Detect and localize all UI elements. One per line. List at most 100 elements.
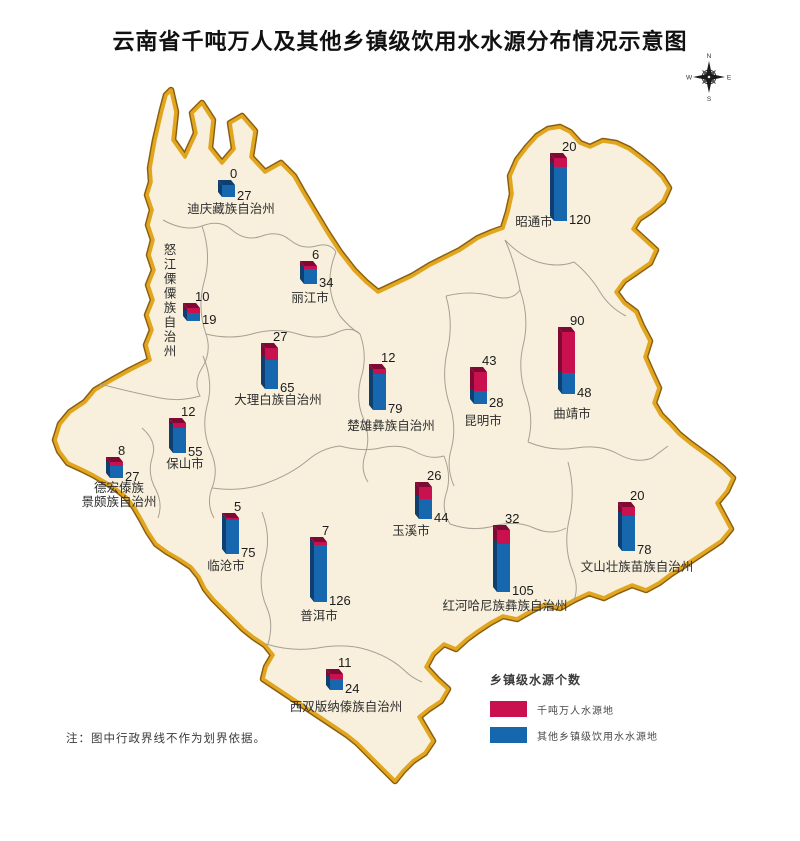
region-label-楚雄彝族自治州: 楚雄彝族自治州 bbox=[347, 419, 435, 433]
bar-top-face bbox=[558, 327, 575, 332]
bar-segment-qiandunwanren bbox=[474, 372, 487, 391]
bar-德宏傣族景颇族自治州 bbox=[110, 462, 123, 478]
bar-怒江傈僳族自治州 bbox=[187, 308, 200, 321]
prefecture-boundaries bbox=[99, 219, 669, 683]
bar-大理白族自治州 bbox=[265, 348, 278, 389]
value-qiandunwanren: 90 bbox=[570, 313, 585, 328]
value-qiandunwanren: 5 bbox=[234, 499, 242, 514]
bar-segment-other-township bbox=[265, 360, 278, 389]
value-other-township: 27 bbox=[237, 188, 252, 203]
value-other-township: 28 bbox=[489, 395, 504, 410]
map-note: 注：图中行政界线不作为划界依据。 bbox=[66, 733, 266, 745]
legend-item-other-township: 其他乡镇级饮用水水源地 bbox=[490, 727, 720, 743]
bar-segment-other-township bbox=[554, 167, 567, 221]
bar-segment-qiandunwanren bbox=[554, 158, 567, 167]
value-other-township: 105 bbox=[512, 583, 534, 598]
value-other-township: 27 bbox=[125, 469, 140, 484]
bar-side-face bbox=[415, 482, 419, 519]
value-other-township: 55 bbox=[188, 444, 203, 459]
region-label-文山壮族苗族自治州: 文山壮族苗族自治州 bbox=[580, 560, 694, 574]
bar-segment-other-township bbox=[330, 679, 343, 690]
bar-side-face bbox=[558, 327, 562, 394]
bar-top-face bbox=[415, 482, 432, 487]
region-label-迪庆藏族自治州: 迪庆藏族自治州 bbox=[187, 202, 275, 216]
bar-side-face bbox=[310, 537, 314, 602]
legend-swatch-blue bbox=[490, 727, 527, 743]
bar-segment-other-township bbox=[314, 545, 327, 602]
legend-title: 乡镇级水源个数 bbox=[490, 673, 582, 687]
bar-top-face bbox=[222, 513, 239, 518]
bar-top-face bbox=[470, 367, 487, 372]
bar-side-face bbox=[369, 364, 373, 410]
value-qiandunwanren: 32 bbox=[505, 511, 520, 526]
bar-top-face bbox=[218, 180, 235, 185]
value-other-township: 78 bbox=[637, 542, 652, 557]
bar-segment-other-township bbox=[187, 313, 200, 321]
region-label-临沧市: 临沧市 bbox=[207, 559, 245, 573]
value-qiandunwanren: 27 bbox=[273, 329, 288, 344]
bar-segment-qiandunwanren bbox=[562, 332, 575, 373]
region-label-红河哈尼族彝族自治州: 红河哈尼族彝族自治州 bbox=[442, 599, 568, 613]
province-outline bbox=[51, 86, 737, 785]
bar-文山壮族苗族自治州 bbox=[622, 507, 635, 551]
value-qiandunwanren: 12 bbox=[381, 350, 396, 365]
value-qiandunwanren: 26 bbox=[427, 468, 442, 483]
bar-segment-other-township bbox=[222, 185, 235, 197]
bar-segment-qiandunwanren bbox=[265, 348, 278, 360]
value-qiandunwanren: 0 bbox=[230, 166, 238, 181]
bar-segment-other-township bbox=[419, 499, 432, 519]
value-other-township: 48 bbox=[577, 385, 592, 400]
region-label-大理白族自治州: 大理白族自治州 bbox=[234, 393, 322, 407]
bar-side-face bbox=[218, 180, 222, 197]
bar-segment-qiandunwanren bbox=[497, 530, 510, 544]
bar-segment-qiandunwanren bbox=[330, 674, 343, 679]
bar-segment-other-township bbox=[110, 466, 123, 478]
bar-top-face bbox=[183, 303, 200, 308]
bar-segment-other-township bbox=[474, 391, 487, 404]
bar-segment-qiandunwanren bbox=[173, 423, 186, 428]
bar-segment-qiandunwanren bbox=[373, 369, 386, 374]
value-qiandunwanren: 20 bbox=[630, 488, 645, 503]
bar-top-face bbox=[493, 525, 510, 530]
legend-label: 千吨万人水源地 bbox=[537, 705, 614, 717]
bar-top-face bbox=[618, 502, 635, 507]
bar-side-face bbox=[326, 669, 330, 690]
value-other-township: 120 bbox=[569, 212, 591, 227]
bar-普洱市 bbox=[314, 542, 327, 602]
region-label-昆明市: 昆明市 bbox=[464, 414, 502, 428]
value-other-township: 44 bbox=[434, 510, 449, 525]
bar-top-face bbox=[106, 457, 123, 462]
bar-红河哈尼族彝族自治州 bbox=[497, 530, 510, 592]
bar-side-face bbox=[300, 261, 304, 284]
page-title: 云南省千吨万人及其他乡镇级饮用水水源分布情况示意图 bbox=[112, 29, 688, 54]
region-label-德宏傣族景颇族自治州: 德宏傣族 景颇族自治州 bbox=[81, 481, 157, 509]
bar-segment-other-township bbox=[304, 269, 317, 284]
value-other-township: 34 bbox=[319, 275, 334, 290]
compass-north-label: N bbox=[707, 53, 712, 60]
bar-side-face bbox=[618, 502, 622, 551]
bar-昭通市 bbox=[554, 158, 567, 221]
bar-segment-qiandunwanren bbox=[187, 308, 200, 313]
bar-segment-other-township bbox=[562, 373, 575, 394]
bar-top-face bbox=[369, 364, 386, 369]
value-other-township: 24 bbox=[345, 681, 360, 696]
legend-item-qiandunwanren: 千吨万人水源地 bbox=[490, 701, 720, 717]
bar-segment-qiandunwanren bbox=[314, 542, 327, 545]
bar-segment-qiandunwanren bbox=[622, 507, 635, 516]
bar-side-face bbox=[183, 303, 187, 321]
bar-top-face bbox=[326, 669, 343, 674]
bar-side-face bbox=[169, 418, 173, 453]
bar-西双版纳傣族自治州 bbox=[330, 674, 343, 690]
compass-west-label: W bbox=[686, 75, 693, 82]
region-label-玉溪市: 玉溪市 bbox=[392, 524, 430, 538]
bar-迪庆藏族自治州 bbox=[222, 185, 235, 197]
region-label-曲靖市: 曲靖市 bbox=[553, 407, 591, 421]
region-label-普洱市: 普洱市 bbox=[300, 609, 338, 623]
bar-segment-qiandunwanren bbox=[304, 266, 317, 269]
bar-segment-qiandunwanren bbox=[226, 518, 239, 520]
legend-label: 其他乡镇级饮用水水源地 bbox=[537, 731, 658, 743]
region-label-line: 景颇族自治州 bbox=[81, 494, 157, 509]
compass-south-label: S bbox=[707, 96, 712, 103]
value-qiandunwanren: 43 bbox=[482, 353, 497, 368]
